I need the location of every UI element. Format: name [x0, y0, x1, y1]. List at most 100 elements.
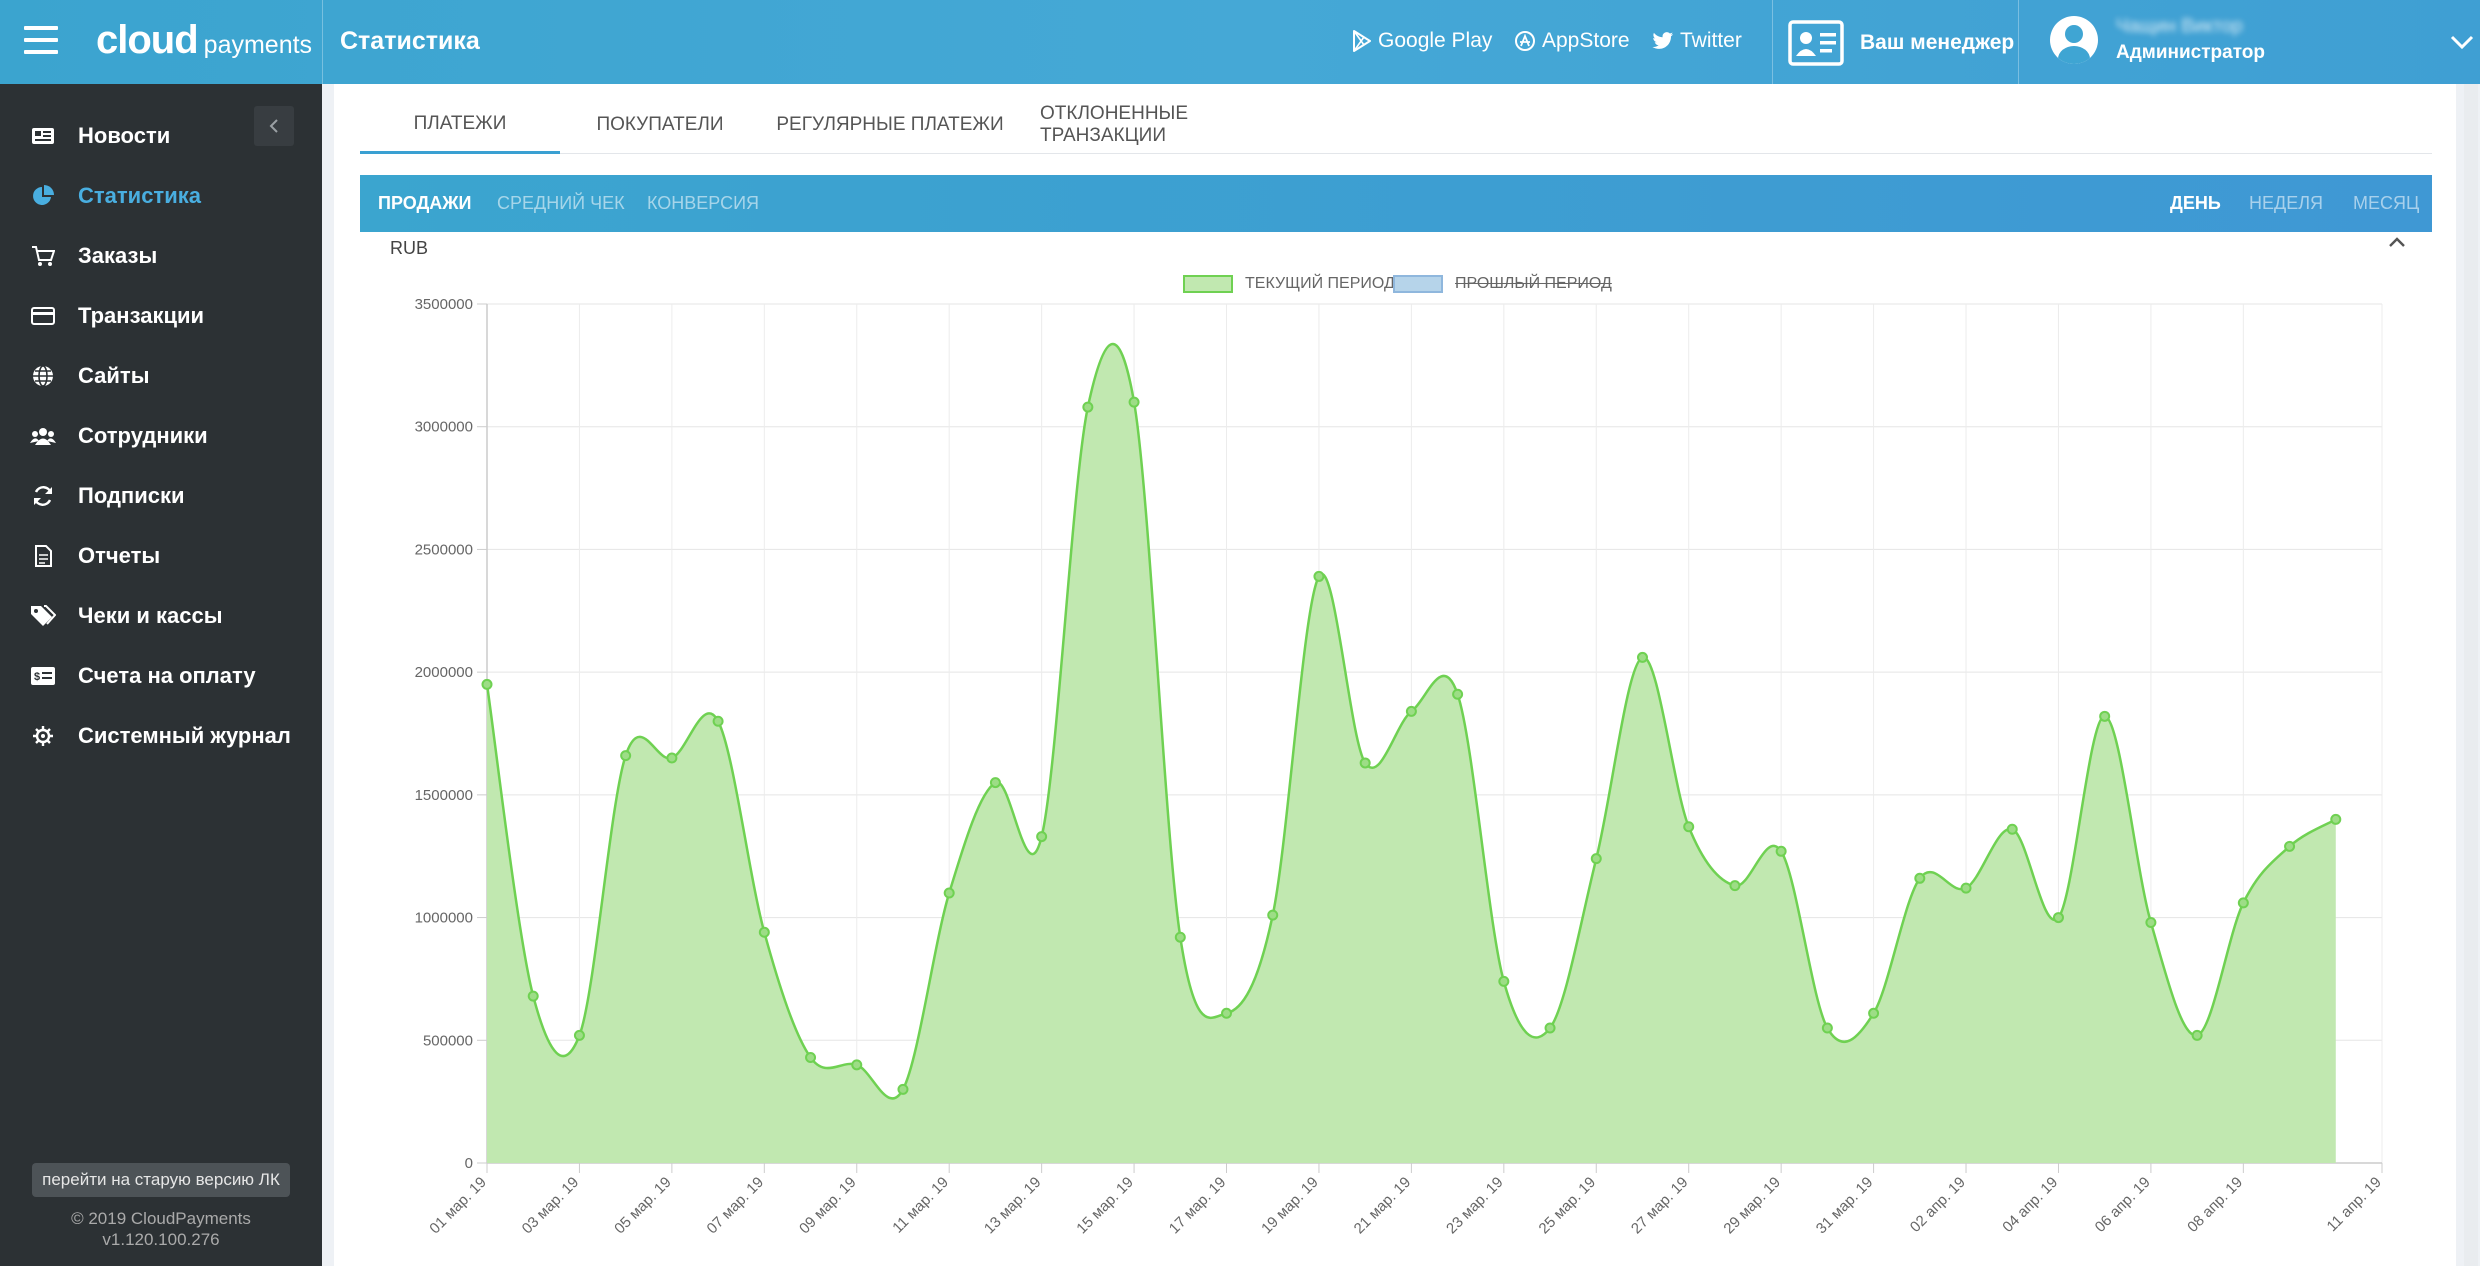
chevron-up-icon[interactable]	[2388, 236, 2406, 248]
x-tick-label: 05 мар. 19	[611, 1174, 675, 1238]
cart-icon	[30, 243, 56, 269]
data-point	[1498, 975, 1510, 987]
period-month[interactable]: МЕСЯЦ	[2353, 193, 2420, 213]
google-play-label: Google Play	[1378, 29, 1493, 52]
x-tick-label: 01 мар. 19	[426, 1174, 490, 1238]
y-tick-label: 0	[465, 1155, 473, 1172]
period-day[interactable]: ДЕНЬ	[2170, 193, 2221, 213]
appstore-link[interactable]: AppStore	[1514, 29, 1630, 53]
data-point	[897, 1083, 909, 1095]
data-point	[1590, 853, 1602, 865]
data-point	[943, 887, 955, 899]
data-point	[1683, 821, 1695, 833]
sidebar-item-statistics[interactable]: Статистика	[0, 166, 322, 226]
logo[interactable]: cloud payments	[96, 18, 312, 63]
document-icon	[30, 543, 56, 569]
data-point	[1775, 845, 1787, 857]
data-point	[1405, 705, 1417, 717]
data-point	[1082, 401, 1094, 413]
old-version-button[interactable]: перейти на старую версию ЛК	[32, 1163, 290, 1197]
legend-current-period[interactable]: ТЕКУЩИЙ ПЕРИОД	[1183, 272, 1395, 296]
data-point	[1729, 880, 1741, 892]
divider	[2018, 0, 2019, 84]
twitter-icon	[1652, 32, 1674, 49]
sidebar-item-receipts[interactable]: Чеки и кассы	[0, 586, 322, 646]
period-week[interactable]: НЕДЕЛЯ	[2249, 193, 2324, 213]
tab-declined-transactions[interactable]: ОТКЛОНЕННЫЕ ТРАНЗАКЦИИ	[1040, 103, 1189, 146]
divider	[1772, 0, 1773, 84]
sales-chart: 0 500000 1000000 1500000 2000000 2500000 30000…	[360, 290, 2432, 1266]
twitter-link[interactable]: Twitter	[1652, 29, 1742, 53]
version: v1.120.100.276	[102, 1230, 220, 1249]
x-tick-label: 17 мар. 19	[1166, 1174, 1230, 1238]
y-tick-label: 2000000	[415, 664, 473, 681]
tags-icon	[30, 603, 56, 629]
data-point	[1267, 909, 1279, 921]
sidebar-item-label: Системный журнал	[78, 723, 291, 748]
subtab-conversion[interactable]: КОНВЕРСИЯ	[647, 193, 760, 213]
data-point	[2237, 897, 2249, 909]
sidebar-item-transactions[interactable]: Транзакции	[0, 286, 322, 346]
sidebar-item-invoices[interactable]: $ Счета на оплату	[0, 646, 322, 706]
sidebar-item-label: Сайты	[78, 363, 150, 388]
settings-log-icon	[30, 723, 56, 749]
data-point	[805, 1051, 817, 1063]
sidebar-item-employees[interactable]: Сотрудники	[0, 406, 322, 466]
tab-customers[interactable]: ПОКУПАТЕЛИ	[596, 114, 724, 135]
data-point	[1174, 931, 1186, 943]
chevron-down-icon[interactable]	[2450, 34, 2474, 50]
data-point	[527, 990, 539, 1002]
sidebar: Новости Статистика Заказы Транзакции Сай…	[0, 84, 322, 1266]
sidebar-item-label: Чеки и кассы	[78, 603, 223, 628]
y-tick-label: 3500000	[415, 296, 473, 313]
x-tick-label: 13 мар. 19	[981, 1174, 1045, 1238]
data-point	[2006, 823, 2018, 835]
x-tick-label: 02 апр. 19	[1907, 1174, 1969, 1236]
user-menu[interactable]: Чащин Виктор Администратор	[2050, 16, 2265, 64]
users-icon	[30, 423, 56, 449]
data-point	[851, 1059, 863, 1071]
tab-recurring-payments[interactable]: РЕГУЛЯРНЫЕ ПЛАТЕЖИ	[776, 114, 1004, 135]
data-point	[1452, 688, 1464, 700]
sidebar-item-system-log[interactable]: Системный журнал	[0, 706, 322, 766]
sales-chart-svg: 0 500000 1000000 1500000 2000000 2500000 30000…	[415, 296, 2385, 1238]
divider	[322, 0, 323, 84]
data-point	[1128, 396, 1140, 408]
scrollbar[interactable]	[2464, 84, 2478, 1266]
data-point	[2284, 840, 2296, 852]
data-point	[573, 1029, 585, 1041]
data-point	[1544, 1022, 1556, 1034]
series-line-current-period	[485, 342, 2337, 1100]
sidebar-item-label: Транзакции	[78, 303, 205, 328]
invoice-icon: $	[30, 663, 56, 689]
appstore-icon	[1515, 31, 1535, 51]
sidebar-item-label: Счета на оплату	[78, 663, 256, 688]
legend-label-current: ТЕКУЩИЙ ПЕРИОД	[1245, 275, 1395, 292]
data-point	[1636, 651, 1648, 663]
sidebar-item-reports[interactable]: Отчеты	[0, 526, 322, 586]
x-tick-label: 31 мар. 19	[1813, 1174, 1877, 1238]
avatar	[2050, 16, 2098, 64]
y-tick-label: 1000000	[415, 910, 473, 927]
manager-button[interactable]: Ваш менеджер	[1788, 20, 2014, 66]
data-point	[1960, 882, 1972, 894]
legend-previous-period[interactable]: ПРОШЛЫЙ ПЕРИОД	[1393, 272, 1612, 296]
google-play-link[interactable]: Google Play	[1352, 29, 1492, 53]
subtab-average-check[interactable]: СРЕДНИЙ ЧЕК	[497, 193, 625, 213]
y-tick-label: 500000	[423, 1032, 473, 1049]
x-tick-label: 07 мар. 19	[704, 1174, 768, 1238]
x-tick-label: 08 апр. 19	[2184, 1174, 2246, 1236]
sidebar-collapse-button[interactable]	[254, 106, 294, 146]
x-tick-label: 19 мар. 19	[1258, 1174, 1322, 1238]
sidebar-item-news[interactable]: Новости	[0, 106, 322, 166]
main-tabs: ПЛАТЕЖИ ПОКУПАТЕЛИ РЕГУЛЯРНЫЕ ПЛАТЕЖИ ОТ…	[360, 96, 2432, 154]
menu-icon[interactable]	[24, 26, 58, 56]
subtab-sales[interactable]: ПРОДАЖИ	[378, 193, 472, 213]
x-tick-label: 15 мар. 19	[1073, 1174, 1137, 1238]
sidebar-item-subscriptions[interactable]: Подписки	[0, 466, 322, 526]
sidebar-item-label: Заказы	[78, 243, 158, 268]
sidebar-item-orders[interactable]: Заказы	[0, 226, 322, 286]
sidebar-item-sites[interactable]: Сайты	[0, 346, 322, 406]
tab-payments[interactable]: ПЛАТЕЖИ	[360, 96, 560, 154]
x-tick-label: 21 мар. 19	[1351, 1174, 1415, 1238]
